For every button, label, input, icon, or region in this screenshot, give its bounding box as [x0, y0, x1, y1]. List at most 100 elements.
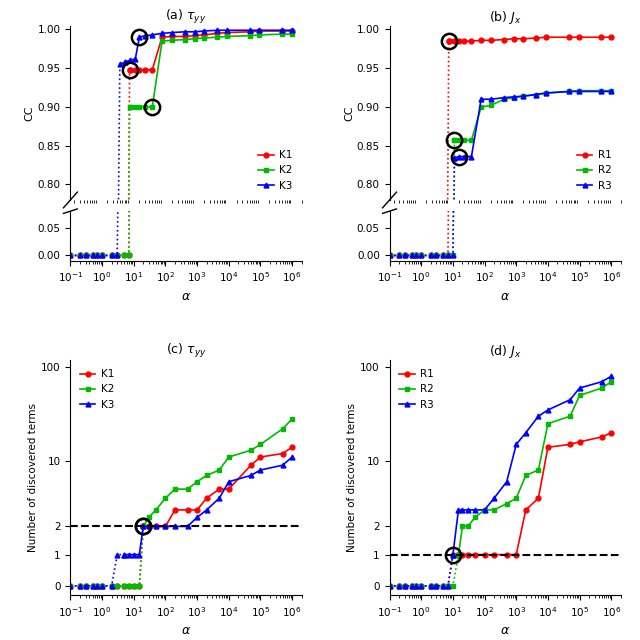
- R2: [503, 500, 511, 508]
- R2: [454, 551, 462, 559]
- R3: [522, 429, 530, 436]
- K1: [145, 523, 153, 531]
- R2: [522, 472, 530, 479]
- K1: [140, 523, 147, 531]
- R3: [575, 88, 582, 95]
- K3: [247, 472, 255, 479]
- K1: [216, 485, 223, 493]
- R2: [490, 506, 498, 514]
- R3: [576, 384, 584, 392]
- K3: [136, 33, 143, 41]
- K2: [278, 30, 286, 38]
- K2: [288, 30, 296, 38]
- K2: [247, 447, 255, 454]
- R1: [576, 438, 584, 445]
- Legend: K1, K2, K3: K1, K2, K3: [76, 365, 118, 414]
- X-axis label: $\alpha$: $\alpha$: [500, 624, 510, 637]
- R2: [532, 91, 540, 99]
- R2: [459, 523, 467, 531]
- R2: [534, 466, 542, 474]
- K2: [216, 466, 223, 474]
- R3: [520, 92, 527, 100]
- R1: [534, 494, 542, 502]
- K1: [288, 27, 296, 35]
- Legend: K1, K2, K3: K1, K2, K3: [254, 146, 296, 195]
- K2: [152, 506, 160, 514]
- K1: [168, 33, 175, 40]
- Line: R3: R3: [452, 89, 614, 161]
- K1: [136, 66, 143, 74]
- R1: [454, 551, 462, 559]
- R2: [513, 494, 520, 502]
- K3: [203, 506, 211, 514]
- K1: [126, 66, 134, 74]
- Title: (c) $\tau_{yy}$: (c) $\tau_{yy}$: [166, 342, 206, 360]
- R2: [477, 103, 485, 111]
- R3: [503, 478, 511, 486]
- R3: [598, 378, 605, 385]
- R2: [468, 136, 476, 144]
- K3: [193, 513, 201, 521]
- R1: [464, 551, 472, 559]
- K2: [184, 485, 191, 493]
- R1: [520, 35, 527, 43]
- R3: [481, 506, 488, 514]
- R3: [565, 88, 573, 95]
- R3: [451, 154, 458, 162]
- R2: [510, 94, 518, 102]
- R2: [607, 378, 615, 385]
- K3: [161, 523, 169, 531]
- K2: [158, 37, 166, 45]
- K3: [225, 478, 232, 486]
- Title: (b) $J_x$: (b) $J_x$: [489, 8, 522, 26]
- K1: [184, 506, 191, 514]
- Line: R1: R1: [446, 35, 614, 44]
- Legend: R1, R2, R3: R1, R2, R3: [395, 365, 438, 414]
- K2: [288, 415, 296, 423]
- R2: [454, 136, 462, 144]
- R3: [464, 506, 472, 514]
- K2: [171, 485, 179, 493]
- R2: [575, 87, 582, 95]
- K1: [288, 444, 296, 451]
- R1: [503, 551, 511, 559]
- Line: K2: K2: [141, 417, 294, 529]
- R2: [607, 87, 615, 95]
- R3: [607, 372, 615, 380]
- K1: [247, 461, 255, 469]
- R3: [468, 153, 476, 161]
- K3: [126, 56, 134, 64]
- R1: [607, 33, 615, 41]
- K3: [158, 29, 166, 37]
- K3: [168, 29, 175, 36]
- Y-axis label: CC: CC: [25, 105, 35, 120]
- R2: [487, 102, 495, 109]
- K2: [148, 103, 156, 111]
- R2: [597, 87, 605, 95]
- R3: [510, 93, 518, 100]
- R3: [454, 506, 462, 514]
- K2: [225, 453, 232, 461]
- R1: [598, 433, 605, 441]
- R3: [607, 88, 615, 95]
- K1: [193, 506, 201, 514]
- K1: [141, 66, 149, 74]
- Line: K1: K1: [141, 445, 294, 529]
- K2: [213, 33, 221, 41]
- K3: [279, 461, 287, 469]
- K3: [136, 551, 143, 559]
- R1: [532, 34, 540, 42]
- R1: [477, 36, 485, 44]
- R3: [487, 95, 495, 103]
- R3: [460, 153, 468, 161]
- R1: [565, 33, 573, 41]
- R2: [544, 420, 552, 428]
- Line: R2: R2: [452, 88, 614, 143]
- K2: [246, 32, 253, 40]
- K2: [257, 440, 264, 448]
- Title: (a) $\tau_{yy}$: (a) $\tau_{yy}$: [165, 8, 207, 26]
- K3: [145, 523, 153, 531]
- K1: [279, 450, 287, 458]
- K2: [131, 103, 139, 111]
- R2: [471, 513, 479, 521]
